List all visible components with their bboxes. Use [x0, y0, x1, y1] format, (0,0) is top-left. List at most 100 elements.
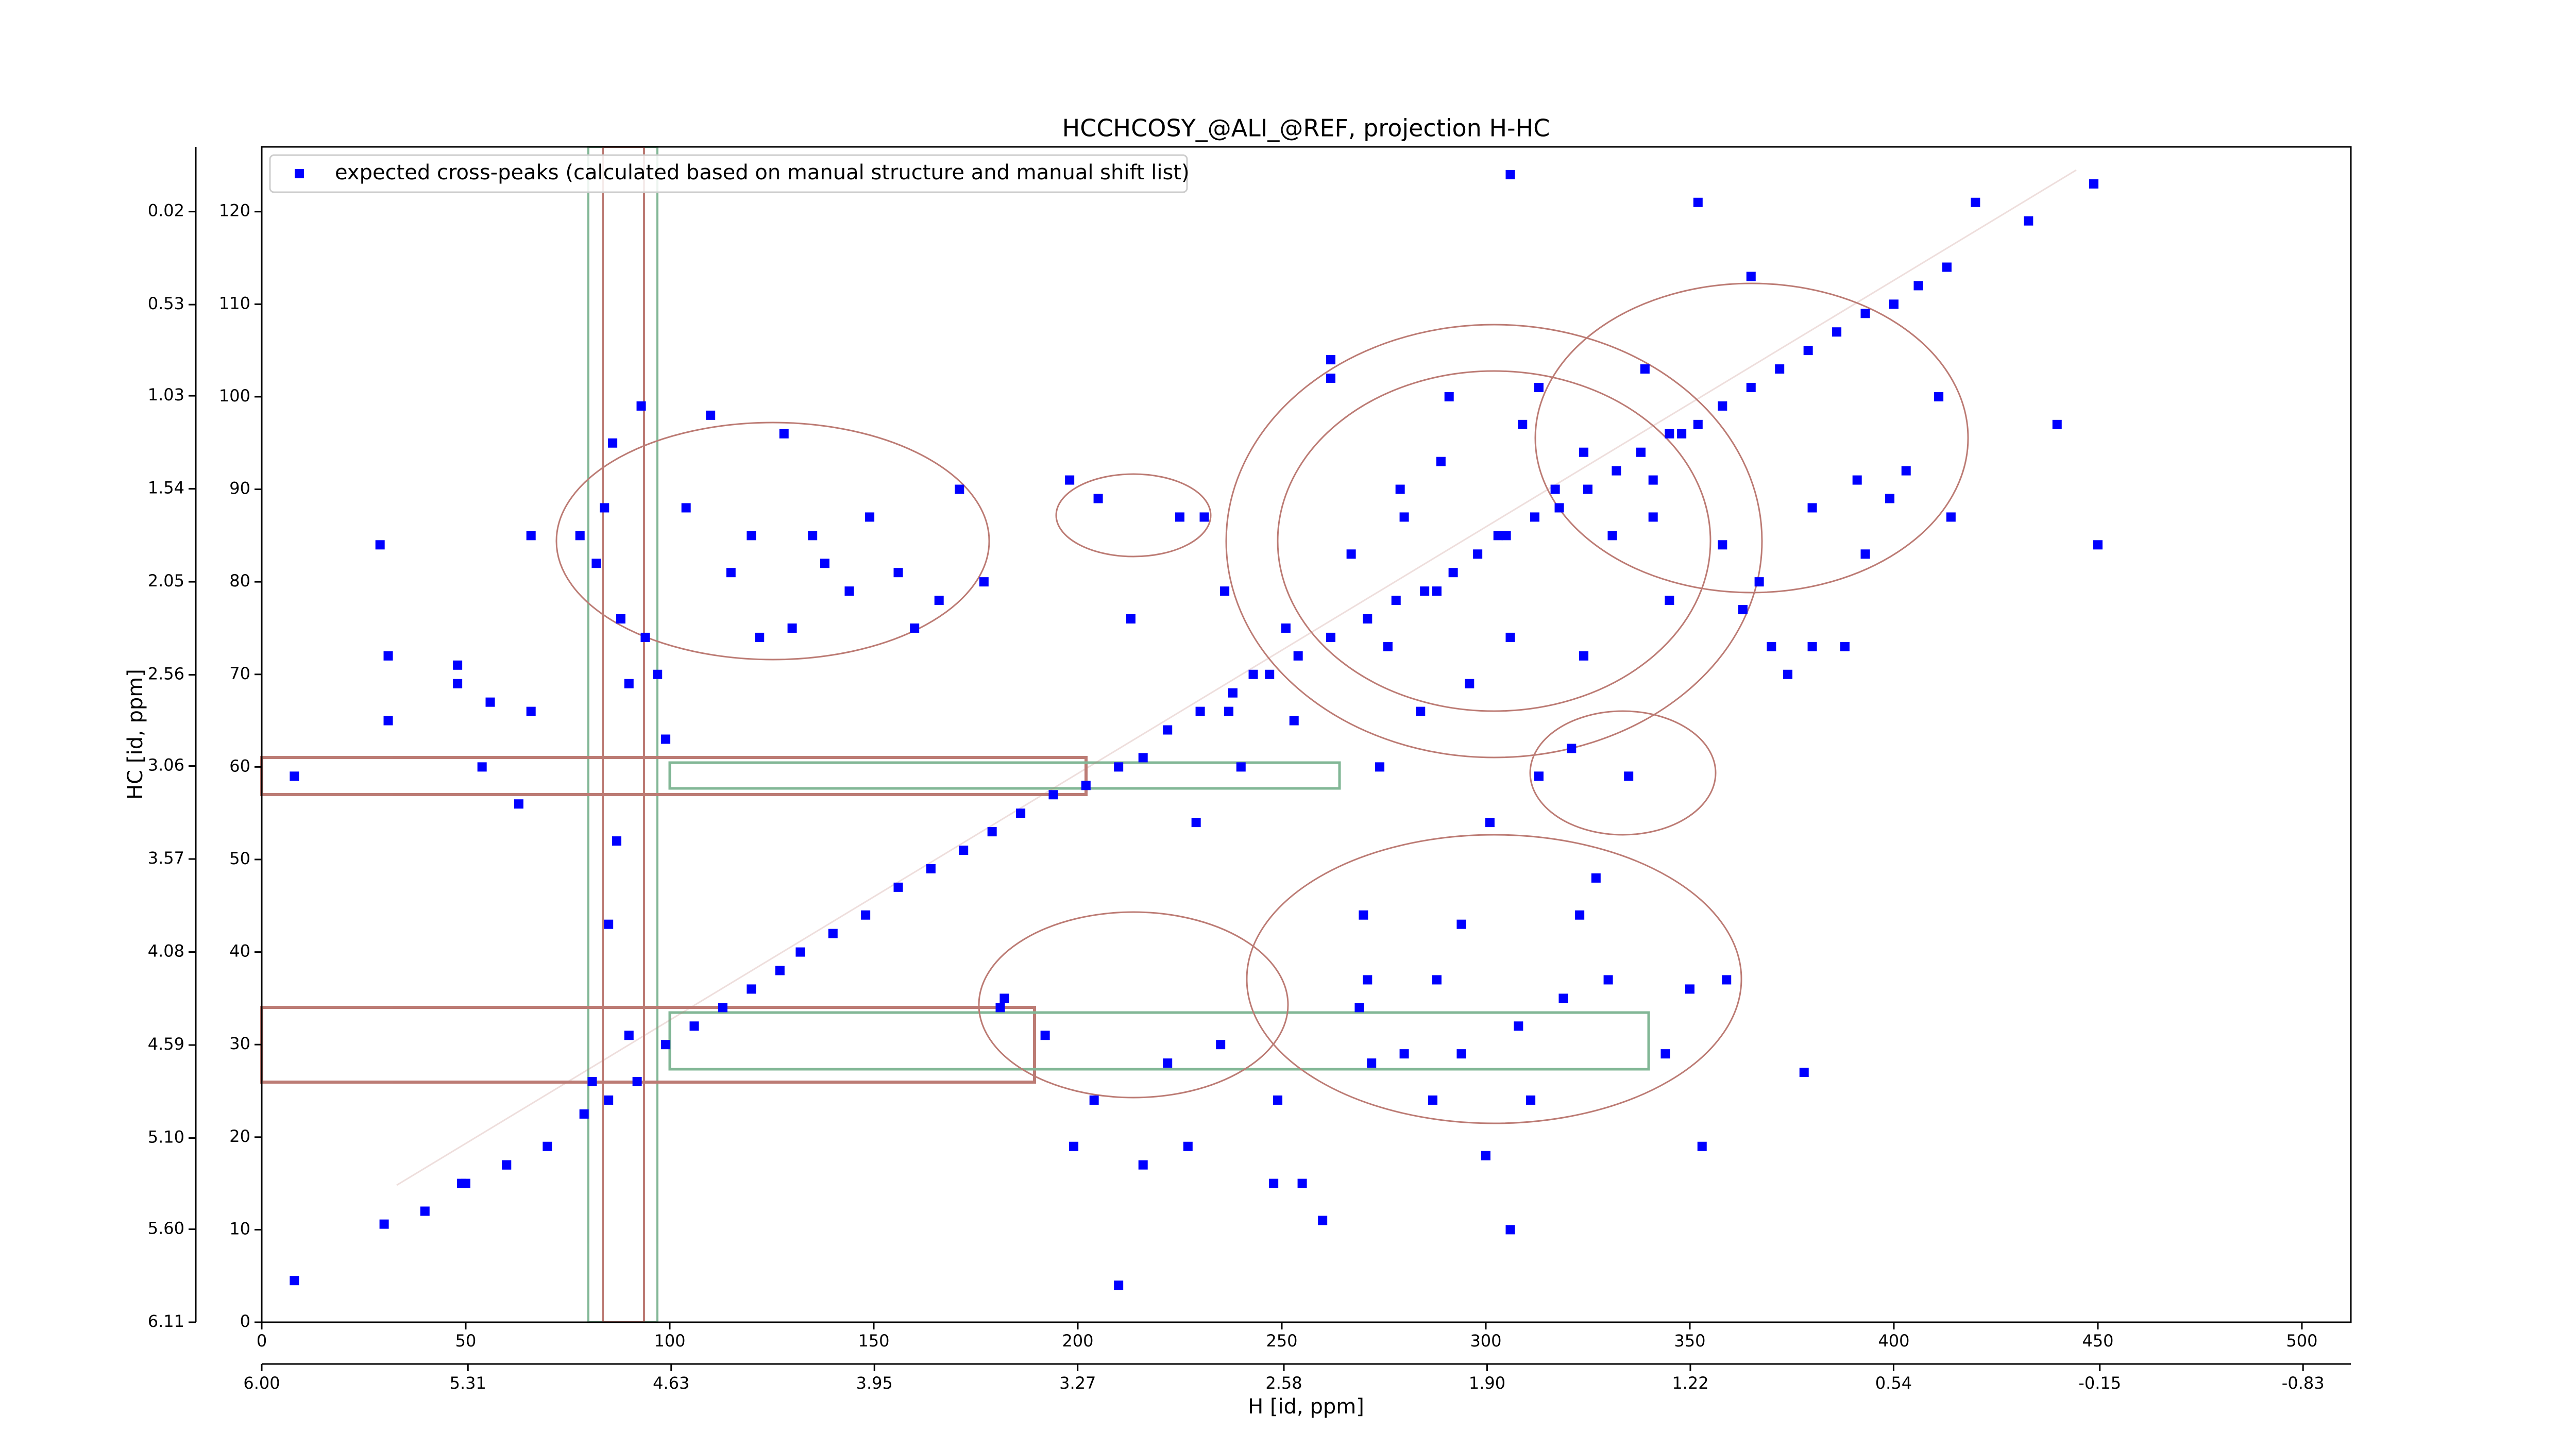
cross-peak — [1428, 1095, 1438, 1105]
x-tick-label: 100 — [654, 1331, 685, 1351]
cross-peak — [2024, 216, 2033, 226]
cross-peak — [1693, 197, 1703, 207]
cross-peak — [1534, 771, 1544, 781]
y2-tick-label: 5.10 — [148, 1127, 184, 1147]
cross-peak — [1660, 1049, 1670, 1059]
x2-tick-label: 3.27 — [1059, 1373, 1096, 1393]
cross-peak — [1281, 623, 1291, 633]
cross-peak — [1603, 975, 1613, 985]
y-tick-label: 50 — [229, 849, 250, 868]
cross-peak — [747, 531, 756, 541]
cross-peak — [661, 734, 671, 744]
cross-peak — [1885, 494, 1895, 503]
y2-tick-label: 4.59 — [148, 1034, 184, 1054]
cross-peak — [1416, 706, 1426, 716]
cross-peak — [1183, 1141, 1193, 1151]
cross-peak — [1807, 503, 1817, 513]
x2-tick-label: -0.83 — [2282, 1373, 2325, 1393]
cross-peak — [1738, 605, 1748, 615]
x-tick-label: 300 — [1470, 1331, 1501, 1351]
cross-peak — [1465, 679, 1475, 688]
cross-peak — [1697, 1141, 1707, 1151]
cross-peak — [1363, 614, 1372, 624]
cross-peak — [1860, 309, 1870, 318]
cross-peak — [514, 799, 523, 809]
cross-peak — [1526, 1095, 1536, 1105]
cross-peak — [661, 1040, 671, 1050]
y-tick-label: 110 — [219, 293, 250, 313]
cross-peak — [1065, 475, 1075, 485]
cross-peak — [1942, 262, 1952, 272]
cross-peak — [1677, 429, 1687, 439]
y-tick-label: 100 — [219, 386, 250, 406]
cross-peak — [1554, 503, 1564, 513]
cross-peak — [461, 1178, 470, 1188]
cross-peak — [543, 1141, 552, 1151]
cross-peak — [959, 846, 969, 855]
x2-tick-label: 4.63 — [653, 1373, 689, 1393]
cross-peak — [1399, 1049, 1409, 1059]
cross-peak — [926, 864, 936, 873]
cross-peak — [1558, 993, 1568, 1003]
x-tick-label: 50 — [455, 1331, 477, 1351]
x-tick-label: 350 — [1674, 1331, 1705, 1351]
cross-peak — [893, 568, 903, 578]
cross-peak — [1236, 762, 1246, 772]
cross-peak — [1089, 1095, 1099, 1105]
cross-peak — [526, 531, 536, 541]
cross-peak — [1420, 586, 1430, 596]
cross-peak — [604, 1095, 614, 1105]
y2-tick-label: 0.02 — [148, 201, 184, 221]
cross-peak — [1444, 392, 1454, 401]
cross-peak — [453, 679, 463, 688]
cross-peak — [653, 669, 663, 679]
legend-label: expected cross-peaks (calculated based o… — [335, 161, 1190, 184]
cross-peak — [1767, 642, 1776, 651]
y2-tick-label: 4.08 — [148, 941, 184, 961]
cross-peak — [779, 429, 789, 439]
cross-peak — [1220, 586, 1230, 596]
contour-ring — [1529, 710, 1717, 836]
cross-peak — [383, 716, 393, 726]
y-tick-label: 90 — [229, 479, 250, 498]
cross-peak — [808, 531, 818, 541]
x2-tick-label: 0.54 — [1875, 1373, 1912, 1393]
cross-peak — [1575, 910, 1585, 920]
cross-peak — [1040, 1031, 1050, 1040]
x-tick-label: 200 — [1062, 1331, 1093, 1351]
cross-peak — [1518, 419, 1528, 429]
y-tick-label: 20 — [229, 1126, 250, 1146]
cross-peak — [1138, 1160, 1148, 1170]
cross-peak — [934, 596, 944, 605]
cross-peak — [718, 1003, 727, 1013]
cross-peak — [1665, 429, 1674, 439]
cross-peak — [893, 882, 903, 892]
cross-peak — [1069, 1141, 1079, 1151]
cross-peak — [1913, 281, 1923, 291]
cross-peak — [1648, 475, 1658, 485]
cross-peak — [706, 410, 716, 420]
cross-peak — [1832, 327, 1842, 337]
cross-peak — [1163, 725, 1173, 735]
cross-peak — [1722, 975, 1732, 985]
contour-ring — [1055, 473, 1212, 558]
cross-peak — [2089, 179, 2099, 189]
y-tick-label: 80 — [229, 571, 250, 591]
cross-peak — [1436, 457, 1446, 466]
cross-peak — [1163, 1058, 1173, 1068]
cross-peak — [1934, 392, 1944, 401]
y-tick-label: 60 — [229, 756, 250, 776]
cross-peak — [1971, 197, 1980, 207]
cross-peak — [1326, 374, 1336, 383]
cross-peak — [1754, 577, 1764, 587]
x2-tick-label: 5.31 — [450, 1373, 486, 1393]
cross-peak — [636, 401, 646, 411]
contour-ring — [1534, 282, 1969, 594]
cross-peak — [1505, 170, 1515, 179]
cross-peak — [1297, 1178, 1307, 1188]
cross-peak — [608, 438, 618, 448]
cross-peak — [1665, 596, 1674, 605]
cross-peak — [290, 771, 299, 781]
cross-peak — [1946, 512, 1956, 522]
